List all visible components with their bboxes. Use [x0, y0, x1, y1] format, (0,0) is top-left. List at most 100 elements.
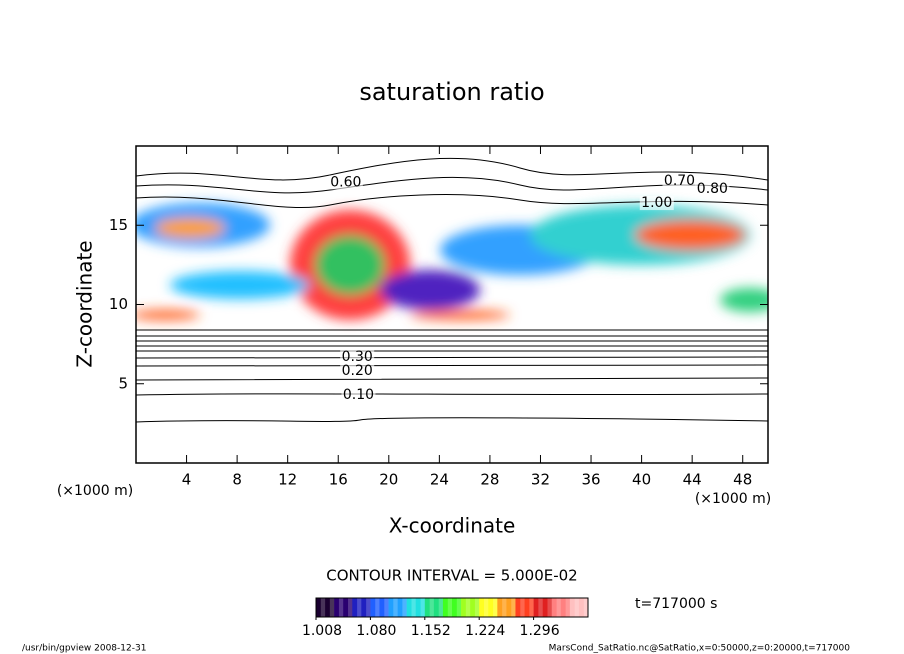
colorbar-cell	[424, 598, 430, 617]
y-tick-label: 15	[109, 216, 128, 234]
x-tick-label: 28	[480, 471, 499, 489]
contour-label: 0.60	[330, 174, 361, 190]
colorbar-cell	[411, 598, 417, 617]
colorbar-cell	[538, 598, 543, 617]
x-tick-label: 16	[329, 471, 348, 489]
colorbar-tick-label: 1.296	[520, 623, 560, 639]
colorbar-cell	[574, 598, 580, 617]
colorbar-cell	[343, 598, 349, 617]
x-tick-label: 40	[632, 471, 651, 489]
contour-label-bg	[662, 173, 697, 188]
footer-left: /usr/bin/gpview 2008-12-31	[22, 644, 146, 654]
colorbar-cell	[397, 598, 403, 617]
colorbar-cell	[325, 598, 330, 617]
colorbar-cell	[420, 598, 426, 617]
x-tick-label: 36	[581, 471, 600, 489]
contour-label: 0.80	[697, 181, 728, 197]
colorbar-cell	[556, 598, 562, 617]
colorbar-cell	[415, 598, 421, 617]
colorbar-cell	[501, 598, 507, 617]
contour-label-bg	[341, 387, 376, 402]
chart-title: saturation ratio	[359, 78, 544, 106]
x-tick-label: 32	[531, 471, 550, 489]
colorbar-cell	[347, 598, 353, 617]
colorbar-cell	[365, 598, 371, 617]
colorbar-cell	[479, 598, 485, 617]
colorbar-cell	[461, 598, 466, 617]
y-tick-label: 5	[118, 374, 128, 392]
colorbar-cell	[483, 598, 489, 617]
colorbar-cell	[316, 598, 321, 617]
colorbar-cell	[470, 598, 475, 617]
colorbar-cell	[506, 598, 512, 617]
x-tick-label: 24	[430, 471, 449, 489]
colorbar-cell	[338, 598, 344, 617]
x-tick-label: 8	[232, 471, 242, 489]
colorbar-tick-label: 1.152	[411, 623, 451, 639]
colorbar-cell	[524, 598, 530, 617]
colorbar-cell	[456, 598, 462, 617]
colorbar-cell	[565, 598, 571, 617]
colorbar-cell	[406, 598, 412, 617]
colorbar-cell	[583, 598, 589, 617]
contour-label-bg	[328, 175, 363, 190]
x-unit: (×1000 m)	[695, 491, 771, 507]
colorbar-tick-label: 1.080	[356, 623, 396, 639]
colorbar-cell	[388, 598, 394, 617]
y-tick-label: 10	[109, 295, 128, 313]
contour-interval: CONTOUR INTERVAL = 5.000E-02	[326, 567, 577, 585]
x-tick-label: 4	[182, 471, 192, 489]
colorbar-cell	[433, 598, 439, 617]
colorbar-cell	[356, 598, 362, 617]
colorbar-cell	[442, 598, 448, 617]
time-label: t=717000 s	[635, 596, 717, 612]
footer-right: MarsCond_SatRatio.nc@SatRatio,x=0:50000,…	[549, 644, 851, 654]
contour-label: 1.00	[641, 195, 672, 211]
colorbar-cell	[542, 598, 548, 617]
colorbar-cell	[429, 598, 435, 617]
y-axis-label: Z-coordinate	[73, 240, 97, 367]
colorbar-cell	[474, 598, 480, 617]
colorbar-cell	[334, 598, 339, 617]
colorbar-cell	[465, 598, 471, 617]
colorbar-cell	[520, 598, 525, 617]
colorbar-cell	[374, 598, 380, 617]
colorbar-cell	[515, 598, 521, 617]
colorbar-cell	[510, 598, 516, 617]
colorbar-cell	[393, 598, 398, 617]
colorbar-cell	[329, 598, 335, 617]
colorbar-cell	[529, 598, 534, 617]
x-axis-label: X-coordinate	[389, 514, 516, 538]
colorbar-cell	[551, 598, 557, 617]
contour-label: 0.10	[343, 387, 374, 403]
colorbar-tick-label: 1.224	[465, 623, 505, 639]
colorbar-cell	[361, 598, 367, 617]
colorbar-cell	[402, 598, 407, 617]
colorbar-cell	[370, 598, 376, 617]
x-tick-label: 12	[278, 471, 297, 489]
colorbar-cell	[547, 598, 553, 617]
contour-label-bg	[340, 364, 375, 379]
contour-label-bg	[340, 349, 375, 364]
x-tick-label: 20	[379, 471, 398, 489]
contour-label: 0.20	[342, 363, 373, 379]
colorbar-cell	[384, 598, 389, 617]
y-unit: (×1000 m)	[57, 483, 133, 499]
colorbar-cell	[497, 598, 503, 617]
colorbar-cell	[578, 598, 584, 617]
x-tick-label: 48	[733, 471, 752, 489]
colorbar-cell	[352, 598, 358, 617]
field	[136, 157, 768, 423]
colorbar-cell	[569, 598, 575, 617]
contour-label-bg	[695, 181, 730, 196]
colorbar-cell	[560, 598, 566, 617]
colorbar-cell	[492, 598, 498, 617]
colorbar-cell	[447, 598, 453, 617]
colorbar-cell	[438, 598, 444, 617]
colorbar-cell	[379, 598, 385, 617]
colorbar-frame	[315, 597, 589, 618]
colorbar-cell	[533, 598, 539, 617]
colorbar-cell	[452, 598, 457, 617]
contour-label-bg	[639, 196, 674, 211]
